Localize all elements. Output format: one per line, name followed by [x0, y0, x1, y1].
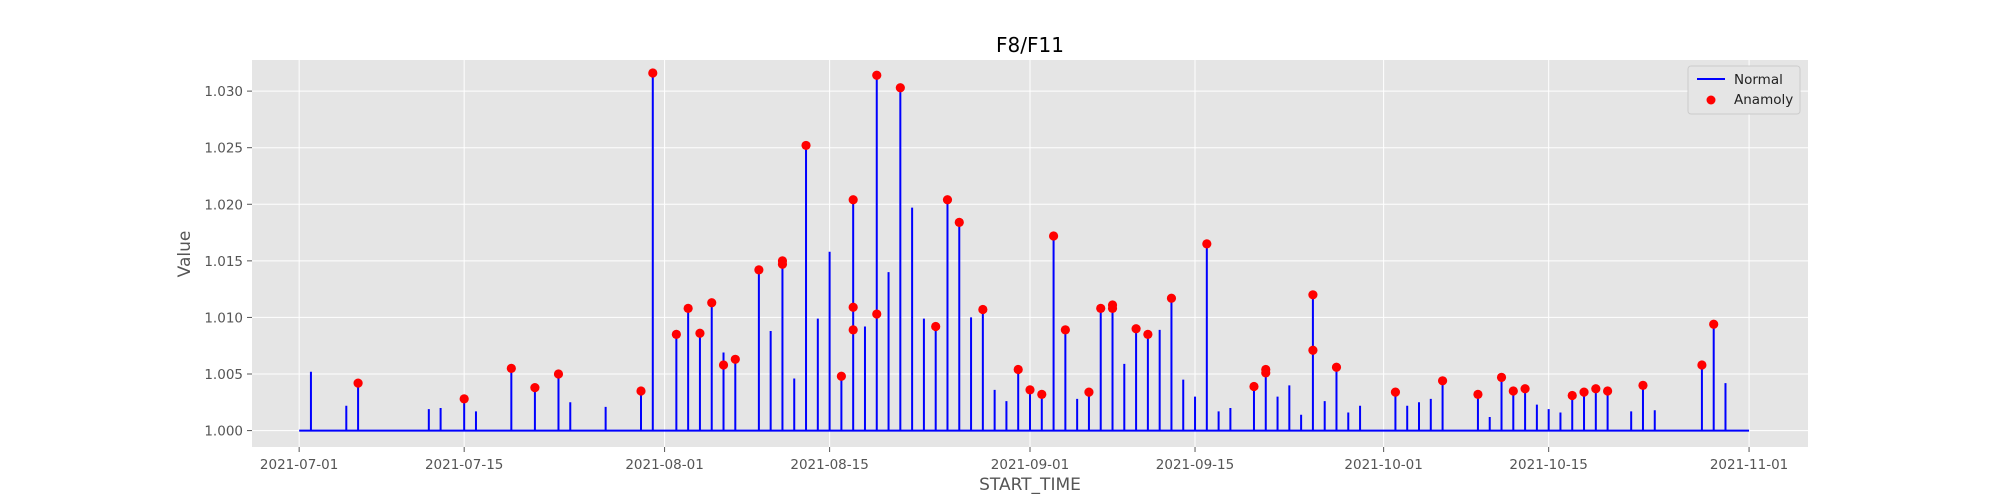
anamoly-point [1390, 387, 1401, 397]
anamoly-point [1166, 293, 1177, 303]
anamoly-point [353, 378, 363, 388]
anamoly-point [1060, 325, 1070, 335]
anamoly-point [1025, 385, 1035, 395]
anamoly-point [1496, 372, 1507, 383]
anamoly-point [801, 140, 811, 151]
normal-series-line [299, 73, 1750, 432]
anamoly-point [1131, 324, 1141, 334]
anamoly-point [648, 68, 658, 78]
anamoly-point [1603, 386, 1613, 396]
anamoly-point [1249, 381, 1259, 392]
anamoly-point [695, 328, 705, 338]
x-axis-label: START_TIME [979, 475, 1081, 495]
anamoly-point [1508, 386, 1518, 396]
anamoly-point [530, 382, 540, 393]
anamoly-point [1261, 368, 1271, 378]
anamoly-point [848, 325, 858, 335]
anamoly-point [730, 354, 740, 364]
chart-title: F8/F11 [996, 33, 1064, 57]
y-tick-label: 1.010 [204, 310, 243, 326]
series-anamoly [353, 68, 1719, 404]
anamoly-point [1202, 239, 1212, 249]
anamoly-point [1084, 387, 1094, 397]
anamoly-point [836, 371, 846, 381]
anamoly-point [636, 386, 646, 396]
anamoly-point [506, 363, 516, 373]
anamoly-point [754, 265, 764, 275]
x-tick-label: 2021-07-15 [425, 457, 503, 473]
x-tick-label: 2021-07-01 [260, 457, 338, 473]
x-tick-label: 2021-08-15 [790, 457, 868, 473]
anamoly-point [777, 259, 788, 269]
anamoly-point [872, 70, 882, 80]
plot-area [252, 60, 1808, 447]
anamoly-point [1331, 362, 1342, 372]
anamoly-point [1107, 303, 1118, 313]
anamoly-point [1048, 231, 1059, 241]
anamoly-point [978, 304, 988, 315]
anamoly-point [848, 195, 858, 205]
x-tick-label: 2021-10-15 [1509, 457, 1587, 473]
anamoly-point [553, 369, 564, 379]
anamoly-point [931, 321, 941, 332]
anamoly-point [1520, 384, 1530, 394]
anamoly-point [1638, 380, 1648, 390]
anamoly-point [1579, 387, 1589, 397]
y-tick-label: 1.000 [204, 424, 243, 440]
anamoly-point [1096, 303, 1106, 313]
legend-normal-label: Normal [1734, 72, 1783, 88]
anamoly-point [1037, 389, 1047, 399]
anamoly-point [954, 217, 964, 227]
anamoly-point [1143, 329, 1153, 340]
anamoly-point [1591, 384, 1601, 394]
anamoly-point [1013, 364, 1023, 375]
anamoly-point [707, 298, 717, 308]
anamoly-point [1567, 390, 1577, 401]
legend-anamoly-dot-icon [1706, 95, 1716, 105]
legend: Normal Anamoly [1687, 65, 1801, 115]
anamoly-point [671, 329, 681, 340]
anamoly-point [1709, 319, 1719, 329]
y-tick-label: 1.005 [204, 367, 243, 383]
y-tick-label: 1.020 [204, 197, 243, 213]
y-axis-label: Value [175, 231, 195, 278]
anamoly-point [1308, 345, 1318, 355]
anamoly-point [1308, 290, 1318, 300]
anamoly-point [1697, 360, 1707, 370]
anamoly-point [718, 360, 729, 370]
series-normal [299, 73, 1750, 432]
x-tick-label: 2021-10-01 [1344, 457, 1422, 473]
anamoly-point [1473, 389, 1483, 399]
anamoly-point [1437, 376, 1448, 386]
y-tick-label: 1.030 [204, 84, 243, 100]
y-tick-label: 1.015 [204, 254, 243, 270]
y-tick-label: 1.025 [204, 141, 243, 157]
anamoly-point [872, 309, 882, 319]
anamoly-point [459, 394, 469, 404]
x-tick-label: 2021-09-15 [1156, 457, 1234, 473]
legend-anamoly-label: Anamoly [1734, 92, 1793, 108]
x-tick-label: 2021-08-01 [625, 457, 703, 473]
x-tick-label: 2021-09-01 [991, 457, 1069, 473]
x-tick-label: 2021-11-01 [1710, 457, 1788, 473]
gridlines [252, 60, 1808, 447]
x-axis-ticks: 2021-07-01 2021-07-15 2021-08-01 2021-08-15… [260, 447, 1788, 473]
anamoly-point [683, 303, 693, 313]
anamoly-point [895, 83, 905, 93]
y-axis-ticks: 1.000 1.005 1.010 1.015 1.020 1.025 1.030 [204, 84, 252, 440]
anamoly-point [848, 302, 858, 312]
anamoly-point [942, 195, 953, 205]
